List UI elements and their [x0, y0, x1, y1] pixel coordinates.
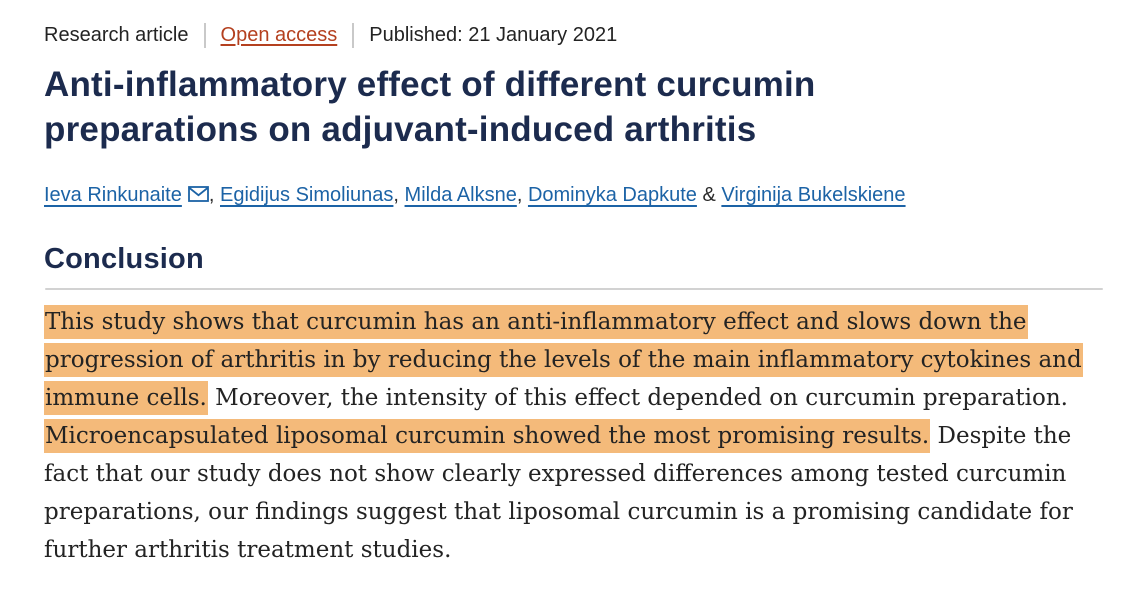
meta-divider	[352, 22, 355, 48]
email-icon[interactable]	[187, 185, 209, 208]
published-date: Published: 21 January 2021	[369, 23, 618, 46]
author-separator: ,	[516, 184, 528, 206]
page-title: Anti-inflammatory effect of different cu…	[44, 65, 816, 149]
conclusion-paragraph: This study shows that curcumin has an an…	[44, 303, 1083, 569]
article-type-label: Research article	[44, 23, 189, 46]
article-page: Research article Open access Published: …	[44, 22, 1140, 569]
paragraph-text: Despite the fact that our study does not…	[44, 423, 1073, 563]
conclusion-heading: Conclusion	[44, 243, 204, 275]
author-link[interactable]: Milda Alksne	[404, 184, 517, 206]
author-link[interactable]: Ieva Rinkunaite	[44, 184, 182, 206]
author-link[interactable]: Dominyka Dapkute	[527, 184, 697, 206]
meta-divider	[203, 22, 206, 48]
article-meta: Research article Open access Published: …	[44, 22, 1140, 48]
authors-line: Ieva Rinkunaite, Egidijus Simoliunas, Mi…	[44, 184, 1140, 212]
author-separator: ,	[393, 184, 405, 206]
open-access-link[interactable]: Open access	[220, 23, 338, 46]
section-divider	[45, 288, 1103, 290]
paragraph-text: Moreover, the intensity of this effect d…	[207, 385, 1068, 411]
author-link[interactable]: Virginija Bukelskiene	[721, 184, 906, 206]
author-separator: &	[696, 184, 722, 206]
author-link[interactable]: Egidijus Simoliunas	[220, 184, 394, 206]
highlighted-text: Microencapsulated liposomal curcumin sho…	[44, 419, 931, 453]
author-separator: ,	[208, 184, 220, 206]
